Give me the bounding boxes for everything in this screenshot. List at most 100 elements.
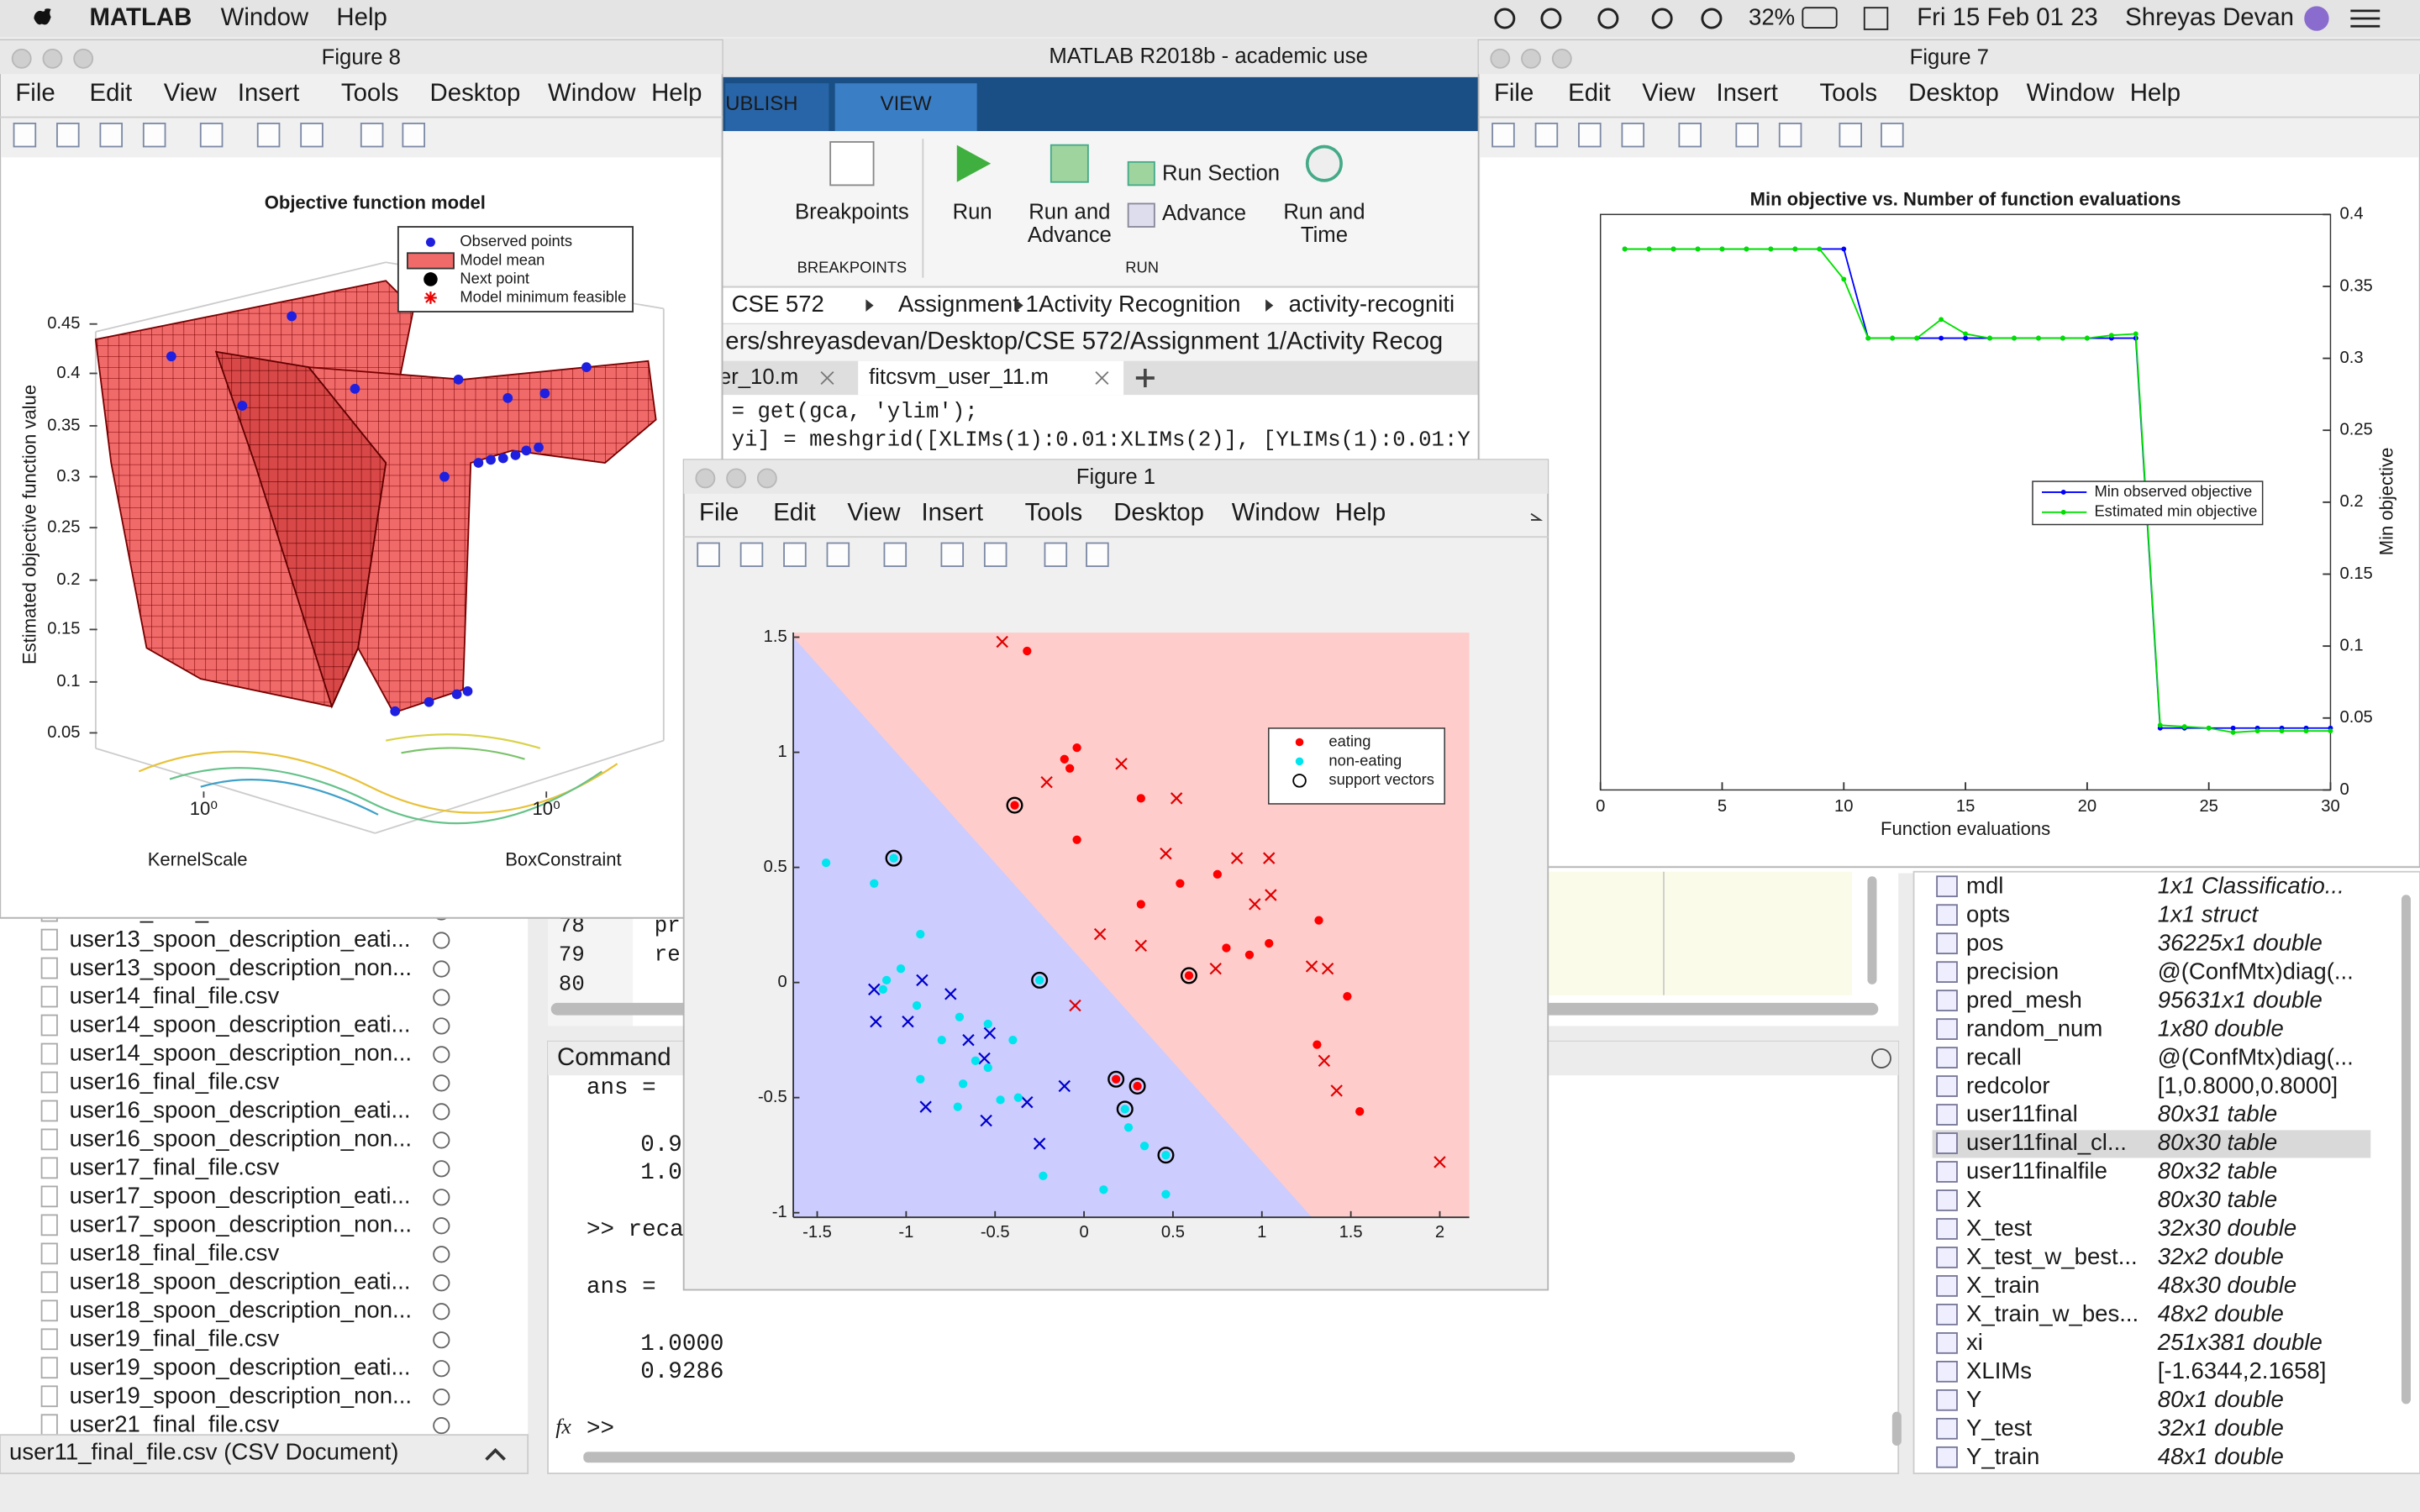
menu-item[interactable]: File <box>699 498 739 526</box>
toolbar-icon[interactable] <box>99 123 124 148</box>
var-name[interactable]: pos <box>1966 929 2003 955</box>
file-name[interactable]: user19_spoon_description_non... <box>70 1382 412 1408</box>
menu-item[interactable]: Window <box>1232 498 1320 526</box>
menu-item[interactable]: File <box>1494 79 1534 107</box>
toolbar-icon[interactable] <box>1839 123 1863 148</box>
file-name[interactable]: user13_spoon_description_eati... <box>70 926 411 952</box>
toolbar-icon[interactable] <box>1044 542 1068 567</box>
menu-item[interactable]: Tools <box>341 79 399 107</box>
editor-tab-label[interactable]: er_10.m <box>719 365 798 389</box>
toolbar-icon[interactable] <box>1678 123 1702 148</box>
menu-item[interactable]: View <box>1642 79 1696 107</box>
menu-item[interactable]: Desktop <box>1908 79 1999 107</box>
toolbar-icon[interactable] <box>402 123 426 148</box>
window-button[interactable] <box>1521 48 1541 69</box>
button-label[interactable]: Run and <box>1283 200 1365 223</box>
file-name[interactable]: user18_spoon_description_eati... <box>70 1268 411 1294</box>
breadcrumb-item[interactable]: CSE 572 <box>732 291 824 317</box>
toolbar-icon[interactable] <box>1086 542 1109 567</box>
file-name[interactable]: user18_spoon_description_non... <box>70 1297 412 1323</box>
button-label[interactable]: Run Section <box>1162 161 1280 185</box>
toolbar-icon[interactable] <box>1735 123 1759 148</box>
toolbar-icon[interactable] <box>1534 123 1559 148</box>
file-name[interactable]: user17_final_file.csv <box>70 1154 280 1180</box>
file-name[interactable]: user14_spoon_description_eati... <box>70 1011 411 1037</box>
var-name[interactable]: recall <box>1966 1043 2022 1069</box>
window-button[interactable] <box>42 48 63 69</box>
toolbar-icon[interactable] <box>300 123 324 148</box>
menu-item[interactable]: Edit <box>90 79 133 107</box>
window-button[interactable] <box>1551 48 1572 69</box>
button-label[interactable]: Breakpoints <box>795 200 909 223</box>
breadcrumb-item[interactable]: Activity Recognition <box>1039 291 1240 317</box>
menu-item[interactable]: View <box>164 79 218 107</box>
menu-item[interactable]: Help <box>2130 79 2181 107</box>
toolbar-icon[interactable] <box>142 123 166 148</box>
menu-item[interactable]: Tools <box>1025 498 1083 526</box>
menu-item[interactable]: Help <box>1335 498 1386 526</box>
var-name[interactable]: XLIMs <box>1966 1357 2032 1383</box>
menu-item[interactable]: Insert <box>1716 79 1777 107</box>
toolbar-icon[interactable] <box>13 123 37 148</box>
breadcrumb-item[interactable]: Assignment 1 <box>898 291 1039 317</box>
menu-item[interactable]: Edit <box>773 498 816 526</box>
ribbon-tab[interactable] <box>834 83 977 132</box>
var-name[interactable]: user11final_cl... <box>1966 1129 2127 1155</box>
toolbar-icon[interactable] <box>697 542 720 567</box>
var-name[interactable]: redcolor <box>1966 1072 2050 1098</box>
var-name[interactable]: precision <box>1966 958 2059 984</box>
menu-item[interactable]: Edit <box>1568 79 1611 107</box>
file-name[interactable]: user16_final_file.csv <box>70 1068 280 1095</box>
file-name[interactable]: user19_spoon_description_eati... <box>70 1353 411 1379</box>
file-name[interactable]: user16_spoon_description_eati... <box>70 1097 411 1123</box>
var-name[interactable]: xi <box>1966 1329 1983 1355</box>
command-prompt[interactable]: >> <box>587 1416 614 1442</box>
var-name[interactable]: mdl <box>1966 872 2003 898</box>
file-name[interactable]: user18_final_file.csv <box>70 1240 280 1266</box>
window-button[interactable] <box>11 48 32 69</box>
button-label[interactable]: Time <box>1301 223 1348 247</box>
toolbar-icon[interactable] <box>883 542 908 567</box>
toolbar-icon[interactable] <box>1621 123 1645 148</box>
menu-item[interactable]: Help <box>651 79 702 107</box>
toolbar-icon[interactable] <box>199 123 224 148</box>
toolbar-icon[interactable] <box>1491 123 1515 148</box>
button-label[interactable]: Run <box>953 200 992 223</box>
menu-item[interactable]: View <box>847 498 901 526</box>
button-label[interactable]: Advance <box>1028 223 1112 247</box>
menu-item[interactable]: File <box>15 79 55 107</box>
var-name[interactable]: user11final <box>1966 1100 2078 1126</box>
menu-item[interactable]: Insert <box>922 498 983 526</box>
menu-item[interactable]: Tools <box>1820 79 1878 107</box>
toolbar-icon[interactable] <box>826 542 850 567</box>
var-name[interactable]: user11finalfile <box>1966 1158 2107 1184</box>
toolbar-icon[interactable] <box>56 123 80 148</box>
window-button[interactable] <box>1490 48 1511 69</box>
file-name[interactable]: user19_final_file.csv <box>70 1325 280 1351</box>
window-button[interactable] <box>756 468 777 489</box>
file-name[interactable]: user14_final_file.csv <box>70 983 280 1009</box>
toolbar-icon[interactable] <box>983 542 1007 567</box>
toolbar-icon[interactable] <box>1578 123 1602 148</box>
file-name[interactable]: user17_spoon_description_non... <box>70 1211 412 1237</box>
menu-item[interactable]: Desktop <box>430 79 521 107</box>
var-name[interactable]: X_test_w_best... <box>1966 1243 2138 1269</box>
file-name[interactable]: user17_spoon_description_eati... <box>70 1183 411 1209</box>
var-name[interactable]: X_train_w_bes... <box>1966 1300 2139 1326</box>
var-name[interactable]: X_test <box>1966 1215 2032 1241</box>
window-button[interactable] <box>73 48 94 69</box>
menu-item[interactable]: Window <box>2027 79 2115 107</box>
var-name[interactable]: random_num <box>1966 1015 2102 1041</box>
toolbar-icon[interactable] <box>1778 123 1802 148</box>
menu-item[interactable]: Window <box>221 3 309 31</box>
toolbar-icon[interactable] <box>256 123 281 148</box>
var-name[interactable]: opts <box>1966 900 2010 927</box>
app-name[interactable]: MATLAB <box>90 3 192 31</box>
file-name[interactable]: user13_spoon_description_non... <box>70 954 412 980</box>
var-name[interactable]: Y <box>1966 1386 1981 1412</box>
button-label[interactable]: Run and <box>1028 200 1110 223</box>
ribbon-tab[interactable] <box>725 83 829 132</box>
var-name[interactable]: Y_train <box>1966 1443 2039 1469</box>
menu-item[interactable]: Desktop <box>1113 498 1204 526</box>
window-button[interactable] <box>695 468 716 489</box>
